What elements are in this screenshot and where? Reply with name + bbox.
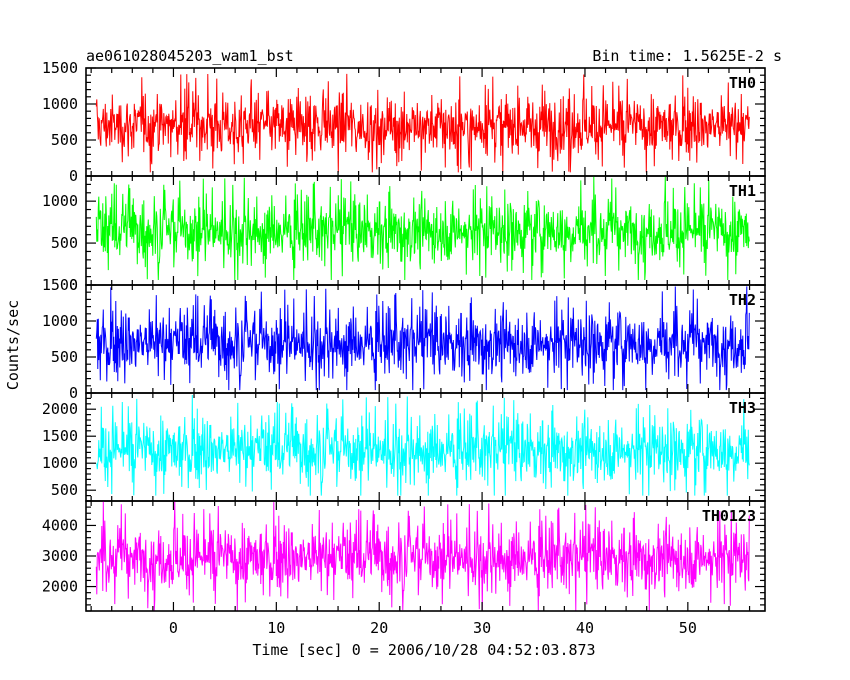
y-tick-label: 500 [51,481,78,499]
y-tick-label: 500 [51,234,78,252]
panel-th3: 500 1000 1500 2000 TH3 [42,392,766,502]
series-name-th1: TH1 [729,182,756,200]
panel-th0: 0 500 1000 1500 TH0 [42,59,766,185]
series-line-th0123 [95,501,750,611]
series-line-th0 [95,73,750,173]
y-tick-label: 1500 [42,427,78,445]
x-tick-label: 40 [576,619,594,637]
bin-time-label: Bin time: 1.5625E-2 s [592,47,782,65]
panel-th2: 0 500 1000 1500 TH2 [42,276,766,402]
panel-th1: 0 500 1000 TH1 [42,175,766,294]
y-tick-label: 0 [69,167,78,185]
y-tick-label: 1000 [42,454,78,472]
y-tick-label: 1000 [42,95,78,113]
panel-th0123: 2000 3000 4000 TH0123 [42,500,766,612]
y-tick-label: 1500 [42,276,78,294]
chart-title: ae061028045203_wam1_bst [86,47,294,65]
y-tick-label: 3000 [42,547,78,565]
y-tick-label: 1500 [42,59,78,77]
y-tick-label: 4000 [42,516,78,534]
y-tick-label: 2000 [42,400,78,418]
y-tick-label: 1000 [42,192,78,210]
series-name-th3: TH3 [729,399,756,417]
x-axis: 0 10 20 30 40 50 [169,619,697,637]
x-tick-label: 30 [473,619,491,637]
y-tick-label: 2000 [42,578,78,596]
y-axis-label: Counts/sec [4,300,22,390]
y-tick-label: 0 [69,384,78,402]
y-tick-label: 0 [69,276,78,294]
series-name-th2: TH2 [729,291,756,309]
y-tick-label: 500 [51,131,78,149]
series-line-th3 [96,395,750,496]
x-tick-label: 0 [169,619,178,637]
series-line-th1 [95,176,750,281]
y-tick-label: 500 [51,348,78,366]
x-tick-label: 10 [267,619,285,637]
series-name-th0123: TH0123 [702,507,756,525]
x-axis-label: Time [sec] 0 = 2006/10/28 04:52:03.873 [252,641,595,659]
series-name-th0: TH0 [729,74,756,92]
x-tick-label: 20 [370,619,388,637]
panels-group: 0 500 1000 1500 TH0 0 500 1000 TH1 0 500 1000 1500 TH… [42,59,766,612]
x-tick-label: 50 [679,619,697,637]
y-tick-label: 1000 [42,312,78,330]
series-line-th2 [95,286,750,391]
